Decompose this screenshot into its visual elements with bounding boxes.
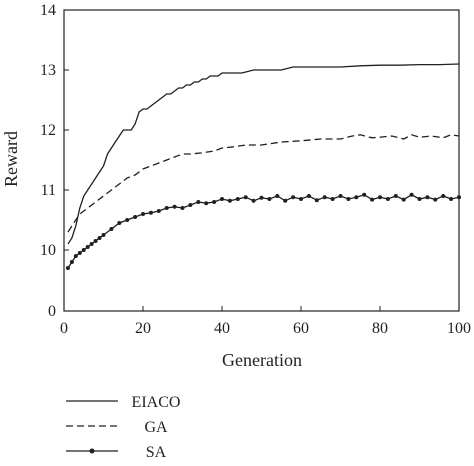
sa-point xyxy=(314,198,319,203)
sa-point xyxy=(306,194,311,198)
sa-point xyxy=(385,197,390,201)
sa-point xyxy=(330,197,335,201)
sa-point xyxy=(172,204,177,209)
y-axis-title: Reward xyxy=(1,131,21,187)
legend-marker xyxy=(89,448,95,454)
x-tick-label: 100 xyxy=(447,320,471,337)
series-lines xyxy=(65,63,461,270)
sa-point xyxy=(164,206,169,210)
sa-point xyxy=(69,260,74,264)
sa-point xyxy=(283,198,288,203)
sa-point xyxy=(243,195,248,200)
sa-point xyxy=(188,203,193,207)
sa-point xyxy=(370,197,375,202)
sa-point xyxy=(125,218,130,222)
sa-point xyxy=(322,195,327,200)
x-tick-label: 80 xyxy=(372,320,388,337)
x-tick-label: 60 xyxy=(293,320,309,337)
sa-point xyxy=(417,197,422,201)
sa-point xyxy=(338,194,343,198)
sa-point xyxy=(220,197,224,201)
sa-point xyxy=(93,239,98,243)
y-tick-label: 11 xyxy=(41,182,56,199)
sa-point xyxy=(85,245,90,249)
legend: EIACO GA SA xyxy=(66,394,180,461)
sa-point xyxy=(299,197,303,201)
sa-point xyxy=(393,194,398,198)
sa-point xyxy=(441,194,446,198)
sa-point xyxy=(378,195,382,200)
sa-point xyxy=(212,200,217,204)
sa-point xyxy=(81,248,86,252)
sa-point xyxy=(141,212,145,216)
sa-point xyxy=(275,194,280,198)
sa-point xyxy=(109,227,114,231)
sa-point xyxy=(354,195,359,200)
ticks: 0 10 11 12 13 14 0 20 40 60 80 100 xyxy=(40,2,471,337)
sa-point xyxy=(65,266,70,270)
series-line-ga xyxy=(67,134,460,233)
legend-label-eiaco: EIACO xyxy=(132,394,181,411)
sa-point xyxy=(117,221,122,225)
x-tick-label: 20 xyxy=(135,320,151,337)
sa-point xyxy=(433,197,438,202)
sa-point xyxy=(457,195,461,200)
legend-label-ga: GA xyxy=(144,419,168,436)
y-tick-label: 12 xyxy=(40,122,56,139)
y-tick-label: 0 xyxy=(48,303,56,320)
sa-point xyxy=(401,197,406,202)
sa-point xyxy=(251,198,256,203)
sa-point xyxy=(346,197,351,201)
plot-frame xyxy=(63,9,460,312)
sa-point xyxy=(156,209,161,213)
sa-point xyxy=(133,215,138,219)
series-line-eiaco xyxy=(67,63,460,245)
sa-point xyxy=(73,254,78,258)
sa-point xyxy=(77,251,82,255)
axes xyxy=(63,9,460,312)
sa-point xyxy=(235,197,240,201)
sa-point xyxy=(267,197,272,201)
y-tick-label: 10 xyxy=(40,242,56,259)
sa-point xyxy=(227,198,232,203)
sa-point xyxy=(180,206,185,210)
sa-point xyxy=(425,195,430,200)
sa-point xyxy=(291,195,296,200)
sa-point xyxy=(148,210,153,215)
sa-point xyxy=(196,200,201,204)
series-line-sa xyxy=(67,194,460,269)
legend-label-sa: SA xyxy=(146,444,167,461)
sa-point xyxy=(449,197,454,201)
y-tick-label: 13 xyxy=(40,62,56,79)
sa-point xyxy=(259,195,264,200)
sa-point xyxy=(409,192,414,197)
x-axis-title: Generation xyxy=(222,350,302,370)
sa-point xyxy=(101,233,106,237)
sa-point xyxy=(89,242,94,246)
sa-point xyxy=(362,192,367,197)
sa-point xyxy=(97,236,102,240)
y-tick-label: 14 xyxy=(40,2,56,19)
sa-point xyxy=(204,201,209,206)
x-tick-label: 40 xyxy=(214,320,230,337)
x-tick-label: 0 xyxy=(60,320,68,337)
